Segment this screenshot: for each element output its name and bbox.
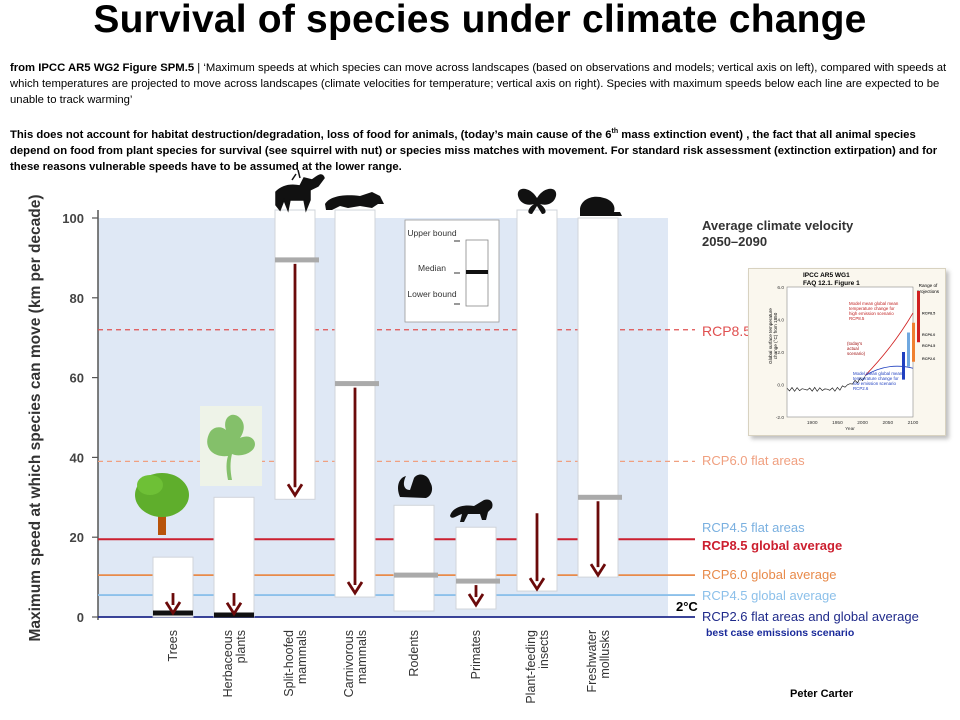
caveat-note: This does not account for habitat destru…: [10, 124, 955, 175]
inset-rcp-label: RCP6.0: [922, 333, 935, 337]
inset-x-tick: 1900: [807, 420, 818, 426]
leaf-icon: [207, 414, 255, 480]
velocity-title-line1: Average climate velocity: [702, 218, 854, 233]
inset-rcp60-range: [912, 322, 915, 362]
category-label: Rodents: [407, 630, 421, 677]
category-label: Split-hoofedmammals: [282, 630, 309, 697]
y-tick-label: 100: [62, 211, 84, 226]
author-credit: Peter Carter: [790, 688, 853, 700]
best-case-label: best case emissions scenario: [706, 627, 854, 639]
inset-x-tick: 2050: [882, 420, 893, 426]
inset-y-tick: 2.0: [777, 350, 784, 356]
inset-rcp85-range: [917, 291, 920, 343]
decline-arrowhead: [164, 601, 182, 616]
y-tick-label: 20: [70, 530, 84, 545]
decline-arrowhead: [528, 577, 546, 592]
inset-plot-area: [786, 286, 914, 418]
note-part-a: This does not account for habitat destru…: [10, 128, 612, 141]
inset-range-label: Range of projections: [916, 283, 940, 294]
tree-canopy-detail-icon: [137, 475, 163, 495]
legend-label-lower: Lower bound: [407, 289, 456, 299]
inset-rcp-label: RCP2.6: [922, 357, 935, 361]
source-text: from IPCC AR5 WG2 Figure SPM.5 | ‘Maximu…: [10, 60, 955, 108]
inset-x-tick: 1950: [832, 420, 843, 426]
butterfly-icon: [517, 188, 557, 214]
inset-high-note: Model mean global mean temperature change…: [849, 301, 899, 321]
inset-y-tick: 6.0: [777, 285, 784, 291]
inset-x-tick: 2000: [857, 420, 868, 426]
squirrel-icon: [398, 474, 433, 498]
y-axis-label: Maximum speed at which species can move …: [27, 194, 44, 641]
category-label: Carnivorousmammals: [342, 630, 369, 697]
source-description: | ‘Maximum speeds at which species can m…: [10, 62, 947, 106]
inset-y-tick: 4.0: [777, 318, 784, 324]
category-label: Plant-feedinginsects: [524, 630, 551, 704]
two-degree-annotation: 2°C: [676, 599, 698, 614]
reference-line-label: RCP6.0 flat areas: [702, 453, 805, 468]
reference-line-label: RCP4.5 flat areas: [702, 520, 805, 535]
category-label: Primates: [469, 630, 483, 679]
category-label: Trees: [166, 630, 180, 662]
range-bar: [152, 556, 194, 618]
moose-icon: [275, 169, 325, 213]
range-bar: [393, 504, 435, 612]
source-citation: from IPCC AR5 WG2 Figure SPM.5: [10, 62, 195, 74]
wolf-icon: [325, 192, 384, 210]
legend-label-upper: Upper bound: [407, 228, 456, 238]
page-title: Survival of species under climate change: [93, 0, 867, 41]
legend-median-swatch: [466, 270, 488, 274]
inset-title: IPCC AR5 WG1 FAQ 12.1. Figure 1: [803, 272, 860, 287]
inset-y-tick: -2.0: [776, 415, 785, 421]
y-tick-label: 80: [70, 291, 84, 306]
inset-low-note: Model mean global mean temperature change…: [853, 371, 903, 391]
median-marker: [335, 381, 379, 387]
reference-line-label: RCP2.6 flat areas and global average: [702, 609, 919, 624]
reference-line-label: RCP4.5 global average: [702, 588, 836, 603]
decline-arrowhead: [286, 483, 304, 498]
median-marker: [275, 257, 319, 263]
inset-y-tick: 0.0: [777, 383, 784, 389]
median-marker: [456, 578, 500, 584]
note-superscript: th: [611, 128, 619, 135]
decline-arrowhead: [346, 581, 364, 596]
monkey-icon: [450, 499, 493, 522]
inset-rcp26-line: [864, 365, 914, 376]
snail-icon: [580, 196, 622, 216]
median-marker: [578, 494, 622, 500]
plot-background: [98, 218, 668, 617]
ipcc-inset-figure: IPCC AR5 WG1 FAQ 12.1. Figure 1 Range of…: [748, 268, 946, 436]
inset-historical-line: [786, 376, 866, 392]
decline-arrowhead: [467, 593, 485, 608]
inset-rcp45-range: [907, 332, 910, 367]
category-label: Freshwatermollusks: [585, 630, 612, 693]
reference-line-label: RCP6.0 global average: [702, 567, 836, 582]
legend-label-median: Median: [418, 263, 446, 273]
category-label: Herbaceousplants: [221, 630, 248, 697]
inset-rcp-label: RCP8.5: [922, 312, 935, 316]
decline-arrowhead: [589, 563, 607, 578]
inset-xlabel: Year: [845, 426, 855, 432]
tree-icon: [158, 505, 166, 535]
decline-arrowhead: [225, 602, 243, 617]
inset-actual-note: (today's actual scenario): [847, 341, 866, 356]
y-tick-label: 0: [77, 610, 84, 625]
y-tick-label: 60: [70, 371, 84, 386]
y-tick-label: 40: [70, 450, 84, 465]
inset-rcp85-line: [864, 312, 914, 376]
inset-rcp26-range: [902, 352, 905, 380]
inset-x-tick: 2100: [908, 420, 919, 426]
note-part-b: mass extinction event) , the fact that a…: [10, 128, 938, 173]
inset-plot: 6.0 4.0 2.0 0.0 -2.0 1900 1950 2000 2050 2100 Year…: [776, 285, 936, 432]
median-marker: [394, 572, 438, 578]
reference-line-label: RCP8.5: [702, 323, 751, 339]
reference-line-label: RCP8.5 global average: [702, 538, 842, 553]
velocity-title-line2: 2050–2090: [702, 234, 767, 249]
inset-rcp-label: RCP4.5: [922, 344, 935, 348]
